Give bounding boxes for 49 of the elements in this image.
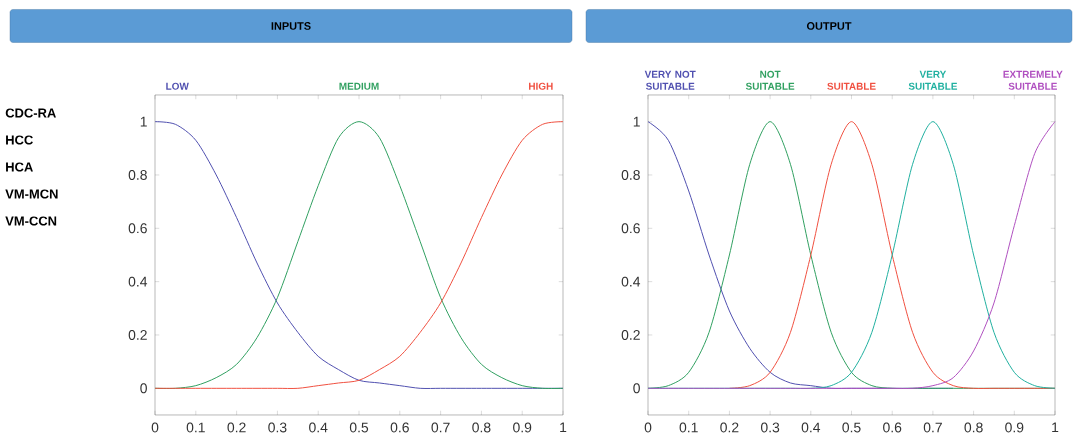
y-tick-label: 0.6 bbox=[128, 223, 147, 234]
x-tick-label: 1 bbox=[560, 422, 567, 433]
x-tick-label: 0.9 bbox=[1005, 422, 1024, 433]
y-tick-label: 0 bbox=[140, 383, 147, 394]
x-tick-label: 0.1 bbox=[186, 422, 205, 433]
x-tick-label: 0.8 bbox=[472, 422, 491, 433]
x-tick-label: 0.2 bbox=[720, 422, 739, 433]
x-tick-label: 0.4 bbox=[309, 422, 328, 433]
x-tick-label: 0.3 bbox=[268, 422, 287, 433]
x-tick-label: 0.5 bbox=[349, 422, 369, 433]
x-tick-label: 0 bbox=[151, 422, 159, 433]
x-tick-label: 0.3 bbox=[760, 422, 780, 433]
y-tick-label: 0.4 bbox=[621, 276, 641, 287]
x-tick-label: 0.9 bbox=[513, 422, 532, 433]
y-tick-label: 1 bbox=[140, 116, 147, 127]
y-tick-label: 1 bbox=[633, 116, 640, 127]
x-tick-label: 1 bbox=[1052, 422, 1059, 433]
text: HCA bbox=[6, 162, 33, 172]
text: VERY SUITABLE bbox=[908, 70, 958, 90]
y-tick-label: 0.8 bbox=[621, 170, 640, 180]
text: LOW bbox=[166, 82, 189, 90]
text: HCC bbox=[6, 135, 33, 145]
x-tick-label: 0.8 bbox=[964, 422, 983, 433]
y-tick-label: 0.4 bbox=[128, 276, 148, 287]
x-tick-label: 0.7 bbox=[431, 422, 450, 433]
x-tick-label: 0.7 bbox=[923, 422, 942, 433]
x-tick-label: 0.6 bbox=[883, 422, 902, 433]
x-tick-label: 0.6 bbox=[390, 422, 409, 433]
x-tick-label: 0.4 bbox=[801, 422, 821, 433]
chart-title: OUTPUT bbox=[806, 22, 852, 30]
x-tick-label: 0.5 bbox=[842, 422, 861, 433]
text: VERY NOT SUITABLE bbox=[644, 70, 696, 90]
x-tick-label: 0 bbox=[644, 422, 652, 433]
text: VM-MCN bbox=[5, 189, 58, 199]
chart-title: INPUTS bbox=[271, 22, 311, 30]
y-tick-label: 0.8 bbox=[128, 170, 147, 180]
text: NOT SUITABLE bbox=[745, 70, 795, 90]
text: CDC-RA bbox=[5, 108, 56, 118]
y-tick-label: 0.6 bbox=[621, 223, 640, 234]
text: SUITABLE bbox=[827, 82, 876, 90]
y-tick-label: 0.2 bbox=[621, 330, 640, 340]
y-tick-label: 0 bbox=[633, 383, 640, 394]
text: VM-CCN bbox=[5, 216, 57, 226]
x-tick-label: 0.2 bbox=[227, 422, 246, 433]
text: HIGH bbox=[529, 82, 553, 90]
y-tick-label: 0.2 bbox=[128, 330, 147, 340]
x-tick-label: 0.1 bbox=[679, 422, 698, 433]
text: MEDIUM bbox=[339, 82, 379, 90]
text: EXTREMELY SUITABLE bbox=[1003, 70, 1063, 90]
